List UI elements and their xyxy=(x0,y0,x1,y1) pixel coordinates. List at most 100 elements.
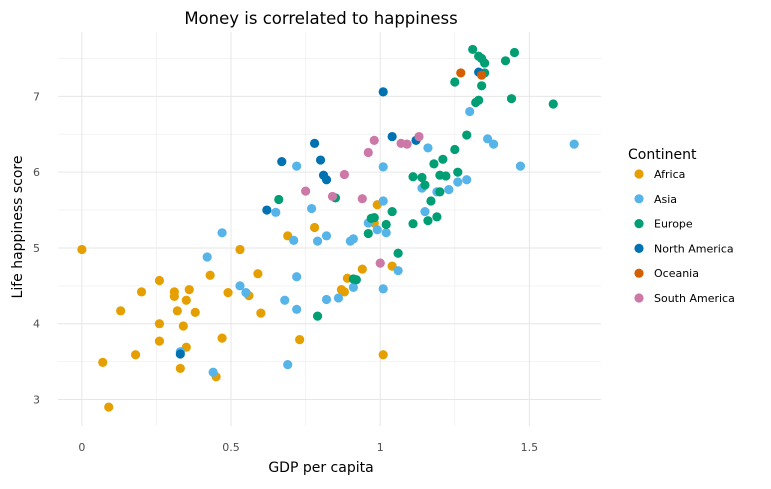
legend-marker xyxy=(634,243,644,253)
data-point-asia xyxy=(217,228,227,238)
y-tick-label: 6 xyxy=(33,166,40,179)
data-point-africa xyxy=(223,288,233,298)
data-point-africa xyxy=(169,287,179,297)
data-point-africa xyxy=(77,244,87,255)
data-point-europe xyxy=(438,154,448,164)
data-point-asia xyxy=(241,288,251,298)
x-axis-title: GDP per capita xyxy=(268,460,373,476)
data-point-south-america xyxy=(402,139,412,149)
legend-label: Europe xyxy=(654,218,693,231)
data-point-europe xyxy=(506,94,517,104)
data-point-south-america xyxy=(414,131,424,142)
legend-label: Asia xyxy=(654,193,677,206)
legend: Continent Africa Asia Europe North America Oc… xyxy=(628,147,735,305)
y-axis-title: Life happiness score xyxy=(10,156,26,299)
data-point-africa xyxy=(190,307,200,317)
data-point-africa xyxy=(130,350,141,360)
data-point-europe xyxy=(408,172,418,182)
data-point-asia xyxy=(453,177,463,187)
data-point-asia xyxy=(289,235,299,245)
data-point-africa xyxy=(235,244,245,255)
data-point-south-america xyxy=(369,135,379,145)
legend-label: Africa xyxy=(654,168,685,181)
data-point-europe xyxy=(426,196,436,206)
y-tick-label: 7 xyxy=(33,90,40,103)
legend-marker xyxy=(634,268,644,278)
data-point-south-america xyxy=(375,258,385,268)
axes: 0 0.5 1 1.5 3 4 5 6 7 xyxy=(33,90,538,454)
data-point-asia xyxy=(348,282,358,292)
data-point-asia xyxy=(378,162,388,172)
data-point-north-america xyxy=(175,349,185,359)
data-point-europe xyxy=(312,311,323,321)
legend-title: Continent xyxy=(628,147,697,163)
data-point-europe xyxy=(462,130,472,140)
data-point-africa xyxy=(116,306,126,316)
legend-label: North America xyxy=(654,242,734,255)
data-point-europe xyxy=(369,213,379,223)
data-point-asia xyxy=(202,252,212,262)
data-point-north-america xyxy=(378,87,388,97)
data-point-europe xyxy=(363,228,373,239)
data-point-africa xyxy=(154,336,165,346)
x-tick-label: 1.5 xyxy=(521,441,539,454)
data-point-north-america xyxy=(315,155,326,165)
data-point-asia xyxy=(208,367,218,377)
data-point-asia xyxy=(321,294,332,305)
data-point-asia xyxy=(444,185,454,195)
y-tick-label: 4 xyxy=(33,318,40,331)
data-point-south-america xyxy=(357,194,367,204)
data-point-south-america xyxy=(327,191,338,202)
data-point-asia xyxy=(283,360,293,370)
data-point-asia xyxy=(280,295,290,305)
data-point-asia xyxy=(312,236,323,246)
data-point-asia xyxy=(393,266,403,276)
y-tick-label: 3 xyxy=(33,393,40,406)
data-point-asia xyxy=(488,139,499,149)
chart-title: Money is correlated to happiness xyxy=(184,9,457,28)
data-point-africa xyxy=(256,308,266,318)
data-point-asia xyxy=(569,139,579,149)
x-tick-label: 1 xyxy=(377,441,384,454)
data-point-africa xyxy=(217,333,227,343)
data-point-asia xyxy=(292,272,302,282)
data-point-europe xyxy=(408,219,418,229)
data-point-africa xyxy=(339,287,350,297)
data-point-asia xyxy=(423,143,433,153)
data-point-asia xyxy=(372,225,382,235)
data-point-europe xyxy=(381,219,391,230)
data-point-europe xyxy=(274,194,284,205)
data-point-africa xyxy=(136,287,147,297)
data-point-europe xyxy=(468,44,478,55)
data-point-africa xyxy=(98,357,108,367)
data-point-europe xyxy=(480,58,490,68)
y-tick-label: 5 xyxy=(33,242,40,255)
data-point-europe xyxy=(441,171,451,181)
data-point-europe xyxy=(509,47,520,58)
legend-label: Oceania xyxy=(654,267,699,280)
data-point-africa xyxy=(178,321,188,331)
data-point-europe xyxy=(453,167,463,177)
data-point-europe xyxy=(500,56,511,66)
grid xyxy=(58,32,601,426)
data-point-europe xyxy=(450,144,460,155)
x-tick-label: 0.5 xyxy=(222,441,240,454)
data-point-africa xyxy=(357,264,367,274)
data-point-asia xyxy=(483,134,493,144)
data-point-africa xyxy=(309,222,320,233)
data-point-africa xyxy=(295,335,305,345)
data-point-africa xyxy=(181,295,191,305)
data-point-south-america xyxy=(339,169,350,180)
data-point-europe xyxy=(387,206,397,217)
data-point-africa xyxy=(205,270,215,280)
data-point-south-america xyxy=(301,186,311,196)
legend-label: South America xyxy=(654,292,735,305)
data-point-africa xyxy=(154,275,165,286)
data-point-europe xyxy=(429,159,439,169)
legend-marker xyxy=(634,219,644,229)
data-point-asia xyxy=(333,293,344,303)
data-point-africa xyxy=(253,269,263,279)
data-point-asia xyxy=(235,281,245,291)
data-point-oceania xyxy=(477,70,487,80)
data-point-europe xyxy=(435,187,445,197)
